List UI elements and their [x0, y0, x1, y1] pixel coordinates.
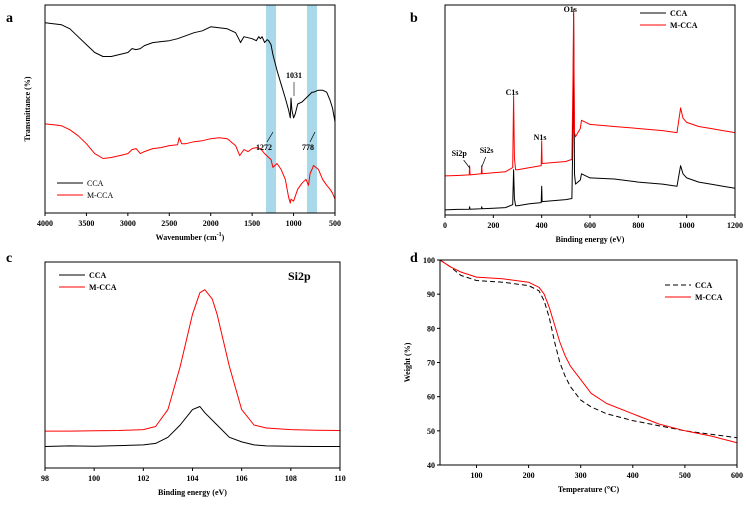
- x-tick-label: 108: [285, 474, 297, 483]
- x-tick-label: 300: [575, 471, 587, 480]
- x-tick-label: 3000: [120, 219, 136, 228]
- x-tick-label: 2000: [203, 219, 219, 228]
- x-tick-label: 800: [632, 221, 644, 230]
- x-tick-label: 3500: [78, 219, 94, 228]
- x-tick-label: 98: [41, 474, 49, 483]
- annotation-si2p: Si2p: [452, 149, 468, 158]
- y-axis-label: Transmittance (%): [23, 76, 32, 141]
- x-tick-label: 4000: [37, 219, 53, 228]
- annotation-si2s-arrow: [481, 156, 487, 168]
- panel-letter-a: a: [6, 11, 13, 26]
- panel-letter-b: b: [410, 11, 418, 26]
- x-tick-label: 1000: [679, 221, 695, 230]
- x-tick-label: 100: [88, 474, 100, 483]
- plot-frame: [44, 4, 336, 214]
- plot-frame: [44, 261, 341, 469]
- annotation-c1s: C1s: [506, 88, 519, 97]
- legend: CCA M-CCA: [59, 271, 117, 292]
- legend-label-cca: CCA: [87, 179, 104, 188]
- x-axis-label: Wavenumber (cm-1): [156, 232, 225, 242]
- x-tick-label: 500: [329, 219, 341, 228]
- x-tick-label: 1000: [286, 219, 302, 228]
- x-tick-label: 2500: [161, 219, 177, 228]
- x-tick-label: 0: [443, 221, 447, 230]
- x-tick-label: 500: [679, 471, 691, 480]
- x-tick-label: 600: [731, 471, 743, 480]
- annotation-si2s: Si2s: [480, 146, 494, 155]
- series-line-cca: [45, 22, 335, 122]
- x-tick-label: 110: [334, 474, 346, 483]
- legend-label-m-cca: M-CCA: [695, 293, 723, 302]
- highlight-band-1: [306, 5, 317, 213]
- x-tick-label: 104: [187, 474, 199, 483]
- highlight-band-0: [266, 5, 277, 213]
- plot-frame: [444, 4, 736, 216]
- annotation-778: 778: [302, 143, 314, 152]
- x-axis-label: Binding energy (eV): [556, 235, 625, 244]
- panel-c: c 98 100 102 104 106 108 110 Binding energy (eV)…: [6, 251, 346, 497]
- annotation-1031: 1031: [286, 71, 302, 80]
- panel-a: a 4000 3500 3000 2500 2000 1500 1000 500 Wavenumb…: [6, 4, 341, 242]
- series-line-m-cca: [445, 8, 735, 177]
- y-tick-label: 50: [427, 427, 435, 436]
- y-tick-label: 40: [427, 461, 435, 470]
- panel-letter-c: c: [6, 251, 12, 266]
- x-tick-label: 102: [137, 474, 149, 483]
- annotation-1272-arrow: [266, 131, 274, 143]
- legend: CCA M-CCA: [665, 281, 723, 302]
- series-line-cca: [445, 12, 735, 211]
- panel-b: b 0 200 400 600 800 1000 1200 Binding energy (eV…: [410, 4, 743, 244]
- series-line-m-cca: [45, 289, 340, 432]
- y-tick-label: 70: [427, 359, 435, 368]
- annotation-n1s: N1s: [534, 133, 547, 142]
- legend-label-cca: CCA: [89, 271, 107, 280]
- plot-frame: [439, 259, 738, 466]
- annotation-1272: 1272: [256, 143, 272, 152]
- x-tick-label: 400: [536, 221, 548, 230]
- legend-label-m-cca: M-CCA: [89, 283, 117, 292]
- series-line-m-cca: [45, 123, 335, 204]
- x-tick-label: 106: [236, 474, 248, 483]
- legend-label-cca: CCA: [670, 9, 688, 18]
- annotation-si2p-arrow: [463, 159, 470, 169]
- annotation-o1s: O1s: [564, 5, 577, 14]
- y-tick-label: 60: [427, 393, 435, 402]
- legend: CCA M-CCA: [640, 9, 698, 30]
- annotation-778-arrow: [309, 131, 316, 143]
- x-tick-label: 200: [487, 221, 499, 230]
- y-tick-label: 100: [423, 256, 435, 265]
- legend-label-m-cca: M-CCA: [87, 191, 113, 200]
- y-tick-label: 90: [427, 290, 435, 299]
- panel-d: d 100 200 300 400 500 600 40 50 60 70 80 90 100 Temper…: [403, 251, 743, 494]
- chart-title: Si2p: [288, 269, 311, 283]
- x-tick-label: 600: [584, 221, 596, 230]
- legend: CCA M-CCA: [57, 179, 113, 200]
- x-axis-label: Binding energy (eV): [158, 488, 227, 497]
- x-tick-label: 100: [470, 471, 482, 480]
- series-line-cca: [45, 406, 340, 447]
- y-tick-label: 80: [427, 324, 435, 333]
- panel-letter-d: d: [410, 251, 418, 266]
- x-tick-label: 1500: [244, 219, 260, 228]
- x-tick-label: 400: [627, 471, 639, 480]
- x-tick-label: 1200: [727, 221, 743, 230]
- x-axis-label: Temperature (℃): [558, 485, 620, 494]
- legend-label-cca: CCA: [695, 281, 713, 290]
- series-line-m-cca: [440, 260, 737, 444]
- x-tick-label: 200: [523, 471, 535, 480]
- legend-label-m-cca: M-CCA: [670, 21, 698, 30]
- series-line-cca: [440, 260, 737, 439]
- y-axis-label: Weight (%): [403, 342, 412, 382]
